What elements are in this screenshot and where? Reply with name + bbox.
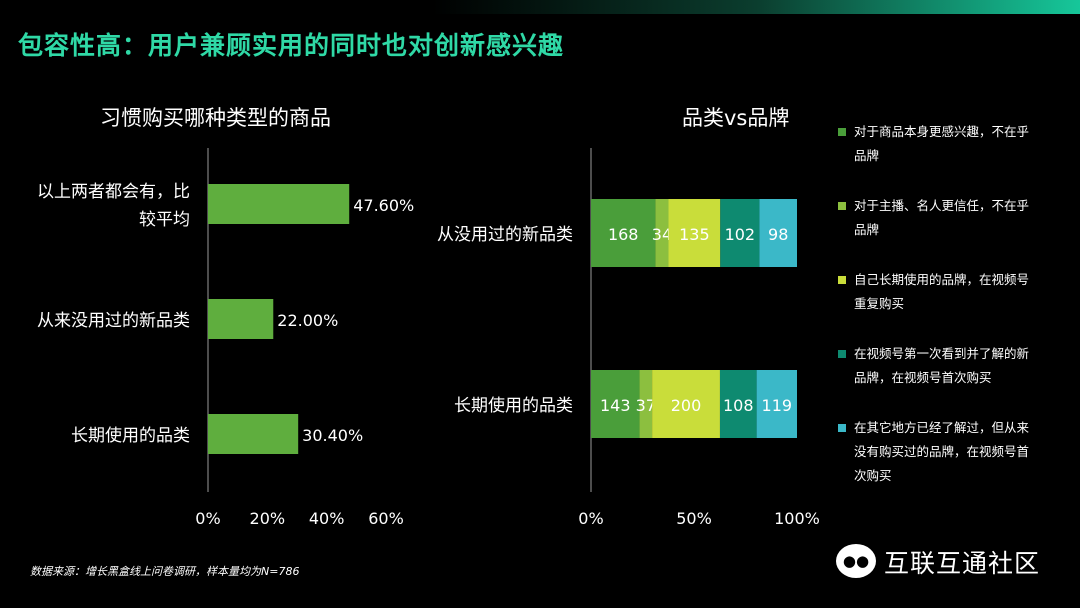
legend-swatch — [838, 128, 846, 136]
chart2-segment — [591, 199, 656, 267]
brand-name: 互联互通社区 — [884, 549, 1041, 578]
chart2-segment-label: 102 — [725, 225, 756, 244]
legend-label: 没有购买过的品牌，在视频号首 — [854, 444, 1030, 459]
chart1-bar — [208, 414, 299, 454]
legend-label: 在视频号第一次看到并了解的新 — [854, 346, 1030, 361]
legend-swatch — [838, 202, 846, 210]
chart1-category-label: 较平均 — [139, 210, 190, 230]
legend-label: 次购买 — [854, 468, 892, 483]
chart2-segment — [719, 370, 757, 438]
chart2-segment — [652, 370, 720, 438]
legend-swatch — [838, 424, 846, 432]
legend-label: 品牌，在视频号首次购买 — [854, 370, 992, 385]
legend-label: 对于主播、名人更信任，不在乎 — [854, 198, 1030, 213]
chart2-tick-label: 0% — [578, 509, 603, 528]
chart1-title: 习惯购买哪种类型的商品 — [100, 106, 331, 130]
chart2-segment — [756, 370, 797, 438]
legend-label: 对于商品本身更感兴趣，不在乎 — [854, 124, 1030, 139]
chart2-segment — [591, 370, 640, 438]
chart2-segment — [655, 199, 669, 267]
chart2-segment-label: 34 — [652, 225, 672, 244]
legend-label: 自己长期使用的品牌，在视频号 — [854, 272, 1030, 287]
legend-item: 在其它地方已经了解过，但从来 没有购买过的品牌，在视频号首 次购买 — [838, 416, 1058, 488]
chart2-title: 品类vs品牌 — [682, 106, 790, 130]
chart1-tick-label: 20% — [250, 509, 286, 528]
data-source-note: 数据来源：增长黑盒线上问卷调研，样本量均为N=786 — [30, 565, 300, 578]
chart2-segment-label: 37 — [636, 396, 656, 415]
chart1-tick-label: 0% — [195, 509, 220, 528]
chart1-category-label: 以上两者都会有，比 — [37, 182, 190, 202]
chart2-tick-label: 50% — [676, 509, 712, 528]
legend-item: 自己长期使用的品牌，在视频号 重复购买 — [838, 268, 1058, 316]
legend-swatch — [838, 350, 846, 358]
chart1-category-label: 长期使用的品类 — [71, 425, 190, 446]
legend-item: 对于商品本身更感兴趣，不在乎 品牌 — [838, 120, 1058, 168]
top-gradient-bar — [0, 0, 1080, 14]
chart2-tick-label: 100% — [774, 509, 820, 528]
brand-watermark: ●● 互联互通社区 — [836, 540, 1076, 584]
chart2-segment-label: 200 — [671, 396, 702, 415]
chart2-segment-label: 98 — [768, 225, 788, 244]
chart2-segment-label: 143 — [600, 396, 631, 415]
chart1-tick-label: 40% — [309, 509, 345, 528]
chart1-value-label: 22.00% — [277, 311, 338, 330]
chart2-segment — [639, 370, 653, 438]
chart2-segment-label: 135 — [679, 225, 710, 244]
page-title: 包容性高：用户兼顾实用的同时也对创新感兴趣 — [18, 31, 565, 60]
legend-item: 对于主播、名人更信任，不在乎 品牌 — [838, 194, 1058, 242]
wechat-icon: ●● — [836, 544, 876, 578]
legend-label: 在其它地方已经了解过，但从来 — [854, 420, 1030, 435]
chart2-segment — [668, 199, 721, 267]
chart2-segment-label: 108 — [723, 396, 754, 415]
chart2-segment — [759, 199, 797, 267]
chart1-bar — [208, 184, 350, 224]
legend-label: 品牌 — [854, 148, 880, 163]
legend-label: 重复购买 — [854, 296, 905, 311]
chart2-segment — [720, 199, 760, 267]
chart1-bar — [208, 299, 274, 339]
chart2-category-label: 长期使用的品类 — [454, 395, 573, 416]
chart1-value-label: 47.60% — [353, 196, 414, 215]
chart2-segment-label: 168 — [608, 225, 639, 244]
legend-swatch — [838, 276, 846, 284]
chart1-category-label: 从来没用过的新品类 — [37, 311, 190, 331]
chart1-tick-label: 60% — [368, 509, 404, 528]
legend-label: 品牌 — [854, 222, 880, 237]
chart2-segment-label: 119 — [762, 396, 793, 415]
legend-item: 在视频号第一次看到并了解的新 品牌，在视频号首次购买 — [838, 342, 1058, 390]
chart2-category-label: 从没用过的新品类 — [437, 225, 573, 245]
chart1-value-label: 30.40% — [302, 426, 363, 445]
